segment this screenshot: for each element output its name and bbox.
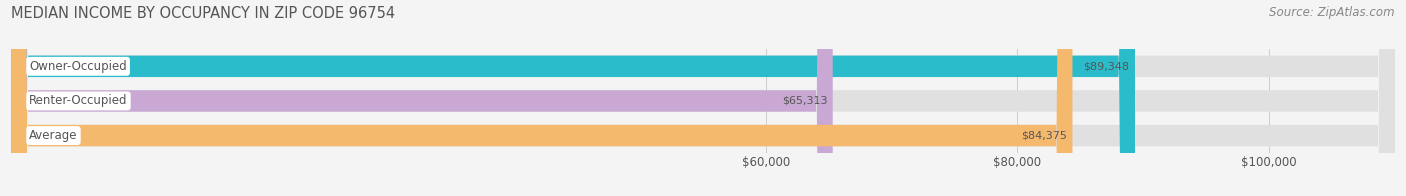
Text: $84,375: $84,375 bbox=[1021, 131, 1067, 141]
FancyBboxPatch shape bbox=[11, 0, 1073, 196]
FancyBboxPatch shape bbox=[11, 0, 1395, 196]
Text: MEDIAN INCOME BY OCCUPANCY IN ZIP CODE 96754: MEDIAN INCOME BY OCCUPANCY IN ZIP CODE 9… bbox=[11, 6, 395, 21]
Text: Owner-Occupied: Owner-Occupied bbox=[30, 60, 127, 73]
FancyBboxPatch shape bbox=[11, 0, 1395, 196]
FancyBboxPatch shape bbox=[11, 0, 1135, 196]
Text: Renter-Occupied: Renter-Occupied bbox=[30, 94, 128, 107]
FancyBboxPatch shape bbox=[11, 0, 832, 196]
Text: $89,348: $89,348 bbox=[1084, 61, 1129, 71]
Text: $65,313: $65,313 bbox=[782, 96, 827, 106]
FancyBboxPatch shape bbox=[11, 0, 1395, 196]
Text: Average: Average bbox=[30, 129, 77, 142]
Text: Source: ZipAtlas.com: Source: ZipAtlas.com bbox=[1270, 6, 1395, 19]
